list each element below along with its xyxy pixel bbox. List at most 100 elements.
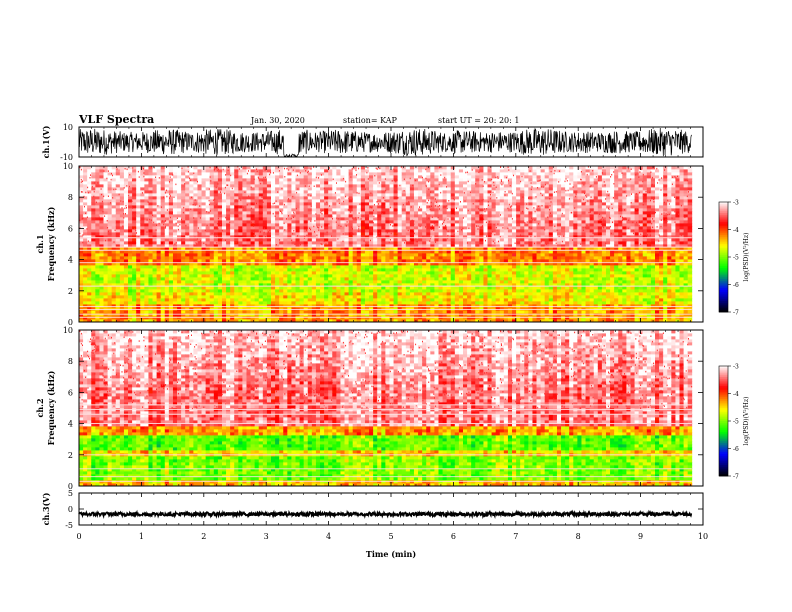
spectrogram-cell bbox=[397, 202, 403, 206]
spectrogram-cell bbox=[197, 277, 202, 281]
spectrogram-cell bbox=[258, 307, 264, 311]
spectrogram-cell bbox=[123, 289, 129, 293]
spectrogram-cell bbox=[136, 307, 141, 311]
spectrogram-cell bbox=[324, 211, 329, 215]
spectrogram-cell bbox=[99, 241, 104, 245]
spectrogram-cell bbox=[230, 313, 235, 317]
spectrogram-cell bbox=[95, 199, 100, 203]
spectrogram-cell bbox=[128, 241, 133, 245]
spectrogram-cell bbox=[152, 166, 158, 170]
spectrogram-cell bbox=[369, 193, 374, 197]
spectrogram-cell bbox=[311, 229, 317, 233]
spectrogram-cell bbox=[99, 223, 104, 227]
spectrogram-cell bbox=[446, 235, 452, 239]
spectrogram-cell bbox=[177, 214, 182, 218]
spectrogram-cell bbox=[123, 169, 129, 173]
spectrogram-cell bbox=[446, 259, 452, 263]
spectrogram-cell bbox=[201, 271, 207, 275]
spectrogram-cell bbox=[160, 310, 166, 314]
spectrogram-cell bbox=[295, 307, 300, 311]
spectrogram-cell bbox=[275, 277, 280, 281]
spectrogram-cell bbox=[373, 214, 378, 218]
spectrogram-cell bbox=[197, 232, 202, 236]
spectrogram-cell bbox=[340, 277, 345, 281]
spectrogram-cell bbox=[393, 229, 399, 233]
spectrogram-cell bbox=[369, 277, 374, 281]
spectrogram-cell bbox=[230, 211, 235, 215]
spectrogram-cell bbox=[266, 205, 272, 209]
spectrogram-cell bbox=[418, 274, 423, 278]
spectrogram-cell bbox=[107, 235, 113, 239]
spectrogram-cell bbox=[418, 283, 423, 287]
spectrogram-cell bbox=[275, 223, 280, 227]
spectrogram-cell bbox=[87, 202, 92, 206]
spectrogram-cell bbox=[275, 244, 280, 248]
spectrogram-cell bbox=[164, 262, 170, 266]
spectrogram-cell bbox=[262, 238, 268, 242]
spectrogram-cell bbox=[332, 202, 337, 206]
spectrogram-cell bbox=[352, 235, 358, 239]
spectrogram-cell bbox=[266, 190, 272, 194]
spectrogram-cell bbox=[83, 166, 88, 170]
spectrogram-cell bbox=[426, 295, 431, 299]
spectrogram-cell bbox=[401, 238, 407, 242]
spectrogram-cell bbox=[185, 277, 190, 281]
spectrogram-cell bbox=[438, 295, 443, 299]
spectrogram-cell bbox=[430, 268, 435, 272]
spectrogram-cell bbox=[369, 313, 374, 317]
spectrogram-cell bbox=[87, 304, 92, 308]
spectrogram-cell bbox=[275, 259, 280, 263]
spectrogram-cell bbox=[87, 169, 92, 173]
spectrogram-cell bbox=[446, 211, 452, 215]
spectrogram-cell bbox=[83, 241, 88, 245]
spectrogram-cell bbox=[336, 232, 341, 236]
spectrogram-cell bbox=[299, 280, 305, 284]
spectrogram-cell bbox=[230, 301, 235, 305]
spectrogram-cell bbox=[221, 217, 227, 221]
spectrogram-cell bbox=[172, 319, 178, 323]
spectrogram-cell bbox=[156, 187, 162, 191]
spectrogram-cell bbox=[226, 244, 231, 248]
spectrogram-cell bbox=[422, 193, 427, 197]
spectrogram-cell bbox=[303, 187, 309, 191]
spectrogram-cell bbox=[397, 211, 403, 215]
spectrogram-cell bbox=[385, 268, 390, 272]
spectrogram-cell bbox=[450, 214, 456, 218]
spectrogram-cell bbox=[185, 175, 190, 179]
spectrogram-cell bbox=[413, 235, 419, 239]
spectrogram-cell bbox=[217, 313, 223, 317]
spectrogram-cell bbox=[287, 253, 292, 257]
spectrogram-cell bbox=[242, 295, 247, 299]
spectrogram-cell bbox=[254, 310, 260, 314]
spectrogram-cell bbox=[205, 193, 211, 197]
spectrogram-cell bbox=[246, 295, 251, 299]
spectrogram-cell bbox=[418, 253, 423, 257]
spectrogram-cell bbox=[271, 265, 276, 269]
spectrogram-cell bbox=[397, 289, 403, 293]
spectrogram-cell bbox=[238, 193, 243, 197]
spectrogram-cell bbox=[234, 259, 239, 263]
spectrogram-cell bbox=[185, 265, 190, 269]
spectrogram-cell bbox=[262, 205, 268, 209]
spectrogram-cell bbox=[344, 169, 350, 173]
spectrogram-cell bbox=[454, 304, 460, 308]
spectrogram-cell bbox=[164, 202, 170, 206]
spectrogram-cell bbox=[107, 223, 113, 227]
spectrogram-cell bbox=[258, 319, 264, 323]
spectrogram-cell bbox=[454, 256, 460, 260]
spectrogram-cell bbox=[132, 208, 137, 212]
spectrogram-cell bbox=[450, 256, 456, 260]
spectrogram-cell bbox=[430, 184, 435, 188]
spectrogram-cell bbox=[136, 298, 141, 302]
spectrogram-cell bbox=[254, 280, 260, 284]
spectrogram-cell bbox=[377, 193, 382, 197]
spectrogram-cell bbox=[83, 313, 88, 317]
spectrogram-cell bbox=[454, 214, 460, 218]
spectrogram-cell bbox=[336, 226, 341, 230]
spectrogram-cell bbox=[385, 319, 390, 323]
spectrogram-cell bbox=[103, 283, 108, 287]
spectrogram-cell bbox=[430, 301, 435, 305]
spectrogram-cell bbox=[230, 286, 235, 290]
spectrogram-cell bbox=[389, 271, 394, 275]
spectrogram-cell bbox=[258, 310, 264, 314]
